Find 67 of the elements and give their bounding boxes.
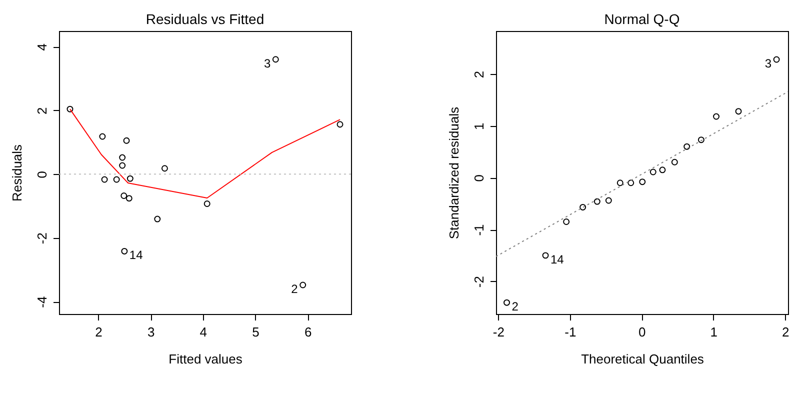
point <box>119 154 126 161</box>
point <box>684 143 690 150</box>
annotation: 14 <box>550 252 564 266</box>
x-axis-title: Fitted values <box>168 352 243 366</box>
x-tick-label: -2 <box>492 324 504 340</box>
point <box>99 133 106 140</box>
point <box>126 175 134 182</box>
y-tick-label: 4 <box>34 44 50 51</box>
point <box>671 158 678 166</box>
point <box>66 106 74 112</box>
point <box>563 218 570 225</box>
annotation: 2 <box>291 282 298 296</box>
y-axis-title: Residuals <box>10 144 24 202</box>
x-tick-label: -1 <box>564 324 576 340</box>
x-tick-label: 0 <box>638 324 646 340</box>
point <box>713 113 720 120</box>
annotation: 2 <box>512 300 519 314</box>
point <box>773 56 780 63</box>
point <box>580 204 586 210</box>
point <box>119 162 126 169</box>
annotation: 14 <box>129 248 144 262</box>
point <box>272 56 279 63</box>
point <box>300 282 306 288</box>
x-axis-title: Theoretical Quantiles <box>581 352 704 366</box>
x-tick-label: 2 <box>95 324 102 340</box>
line-series <box>69 108 341 198</box>
y-tick-label: 0 <box>34 170 50 178</box>
point <box>616 180 624 186</box>
y-tick-label: -2 <box>472 276 486 288</box>
point <box>639 178 646 186</box>
y-tick-label: 2 <box>34 107 50 114</box>
point <box>605 197 612 204</box>
point <box>650 168 656 176</box>
x-tick-label: 5 <box>252 324 260 340</box>
point <box>154 216 161 222</box>
point <box>628 180 634 186</box>
point <box>204 200 210 207</box>
chart-title: Residuals vs Fitted <box>146 11 264 27</box>
point <box>594 198 600 205</box>
point <box>120 192 128 199</box>
x-tick-label: 1 <box>710 324 718 340</box>
chart-title: Normal Q-Q <box>604 11 680 27</box>
y-axis-title: Standardized residuals <box>446 106 462 240</box>
y-tick-label: 0 <box>472 174 486 182</box>
y-tick-label: 2 <box>472 70 486 78</box>
point <box>113 176 120 183</box>
point <box>735 108 742 115</box>
point <box>659 166 666 174</box>
point <box>123 137 130 144</box>
point <box>542 252 549 259</box>
point <box>101 176 108 183</box>
y-tick-label: -1 <box>472 224 486 236</box>
point <box>161 165 168 172</box>
point <box>121 248 128 254</box>
x-tick-label: 2 <box>782 324 790 340</box>
x-tick-label: 4 <box>200 324 208 340</box>
x-tick-label: 3 <box>147 324 155 340</box>
point <box>126 195 132 202</box>
y-tick-label: -4 <box>34 296 50 308</box>
annotation: 3 <box>264 56 271 70</box>
y-tick-label: 1 <box>472 122 486 130</box>
point <box>504 299 510 306</box>
annotation: 3 <box>764 56 772 71</box>
point <box>698 136 704 144</box>
x-tick-label: 6 <box>304 324 312 340</box>
y-tick-label: -2 <box>34 232 50 244</box>
point <box>336 121 344 128</box>
